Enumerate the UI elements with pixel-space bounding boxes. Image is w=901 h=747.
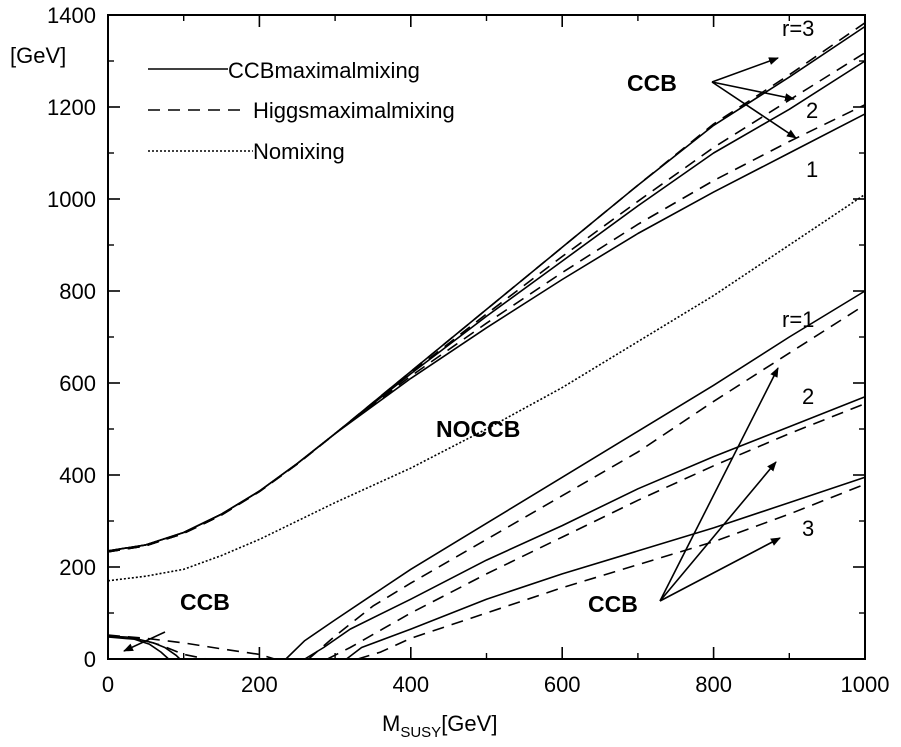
y-tick-label: 400 <box>59 463 96 488</box>
y-tick-label: 0 <box>84 647 96 672</box>
label-noccb: NOCCB <box>436 416 520 442</box>
x-axis-title: MSUSY[GeV] <box>382 711 497 741</box>
arrow-ccb-lower-2 <box>659 461 777 602</box>
y-axis-label: [GeV] <box>10 43 66 68</box>
x-axis-label-main: M <box>382 711 400 736</box>
arrow-ccb-upper-2 <box>711 81 795 102</box>
label-ccb-upper: CCB <box>627 70 677 96</box>
series-line-dashed-12 <box>357 483 866 660</box>
label-ccb-lower-right: CCB <box>588 591 638 617</box>
series-line-dashed-10 <box>327 402 866 660</box>
y-tick-label: 1000 <box>47 187 96 212</box>
arrow-ccb-lower-r1 <box>659 367 779 602</box>
series-line-dashed-5 <box>107 103 866 553</box>
series-line-solid-9 <box>304 396 866 660</box>
label-upper-2: 2 <box>806 98 818 123</box>
label-upper-r3: r=3 <box>782 16 814 41</box>
x-tick-label: 600 <box>544 672 581 697</box>
plot-frame <box>107 14 866 660</box>
arrow-ccb-lower-3 <box>659 537 781 602</box>
x-tick-label: 400 <box>392 672 429 697</box>
arrow-ccb-upper-1 <box>711 81 797 139</box>
legend: CCBmaximalmixing Higgsmaximalmixing Nomi… <box>148 58 455 164</box>
series-line-solid-7 <box>285 290 866 660</box>
svg-text:MSUSY[GeV]: MSUSY[GeV] <box>382 711 497 741</box>
series-line-solid-14 <box>107 636 170 660</box>
label-lower-r1: r=1 <box>782 307 814 332</box>
label-lower-2: 2 <box>802 384 814 409</box>
series-line-dashed-8 <box>308 304 866 660</box>
x-axis-label-sub: SUSY <box>400 724 441 741</box>
label-upper-1: 1 <box>806 157 818 182</box>
label-ccb-lower-left: CCB <box>180 589 230 615</box>
series-line-solid-13 <box>107 635 181 660</box>
legend-label-dashed: Higgsmaximalmixing <box>253 98 455 123</box>
annotations: r=3 2 1 CCB r=1 2 3 CCB CCB NOCCB <box>180 16 818 617</box>
x-tick-label: 200 <box>241 672 278 697</box>
label-lower-3: 3 <box>802 516 814 541</box>
series-line-solid-4 <box>107 113 866 552</box>
series-line-dashed-15 <box>107 634 275 660</box>
series-line-dashed-16 <box>107 635 207 660</box>
y-tick-label: 800 <box>59 279 96 304</box>
series-layer <box>107 22 866 660</box>
y-tick-label: 1400 <box>47 3 96 28</box>
legend-label-solid: CCBmaximalmixing <box>228 58 420 83</box>
axis-ticks: 0 200 400 600 800 1000 0 200 400 600 800 1000 1200 14… <box>47 3 889 697</box>
series-line-solid-11 <box>346 476 866 660</box>
legend-label-dotted: Nomixing <box>253 139 345 164</box>
y-tick-label: 600 <box>59 371 96 396</box>
arrow-ccb-upper-r3 <box>711 57 779 83</box>
series-line-solid-2 <box>107 60 866 552</box>
x-axis-label-unit: [GeV] <box>441 711 497 736</box>
x-tick-label: 0 <box>102 672 114 697</box>
series-line-solid-0 <box>107 25 866 552</box>
y-tick-label: 1200 <box>47 95 96 120</box>
arrow-ccb-lower-left <box>123 631 166 652</box>
x-tick-label: 1000 <box>841 672 890 697</box>
arrows <box>123 57 797 652</box>
x-tick-label: 800 <box>695 672 732 697</box>
y-tick-label: 200 <box>59 555 96 580</box>
series-line-dashed-3 <box>107 52 866 553</box>
